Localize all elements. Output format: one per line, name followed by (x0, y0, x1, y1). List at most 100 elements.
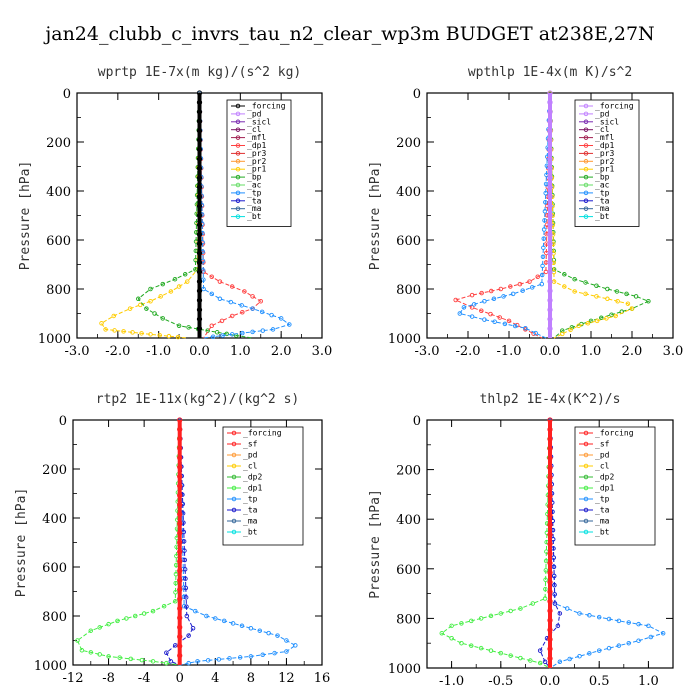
series-marker-tp (587, 651, 592, 656)
series-marker-tp (275, 633, 280, 638)
legend-marker (583, 198, 589, 204)
legend-entry: _sf (595, 440, 610, 449)
series-marker-forcing (547, 455, 553, 461)
series-marker-tp (278, 316, 284, 321)
series-marker-dp1 (528, 658, 533, 663)
series-marker-tp (520, 288, 525, 293)
series-marker-forcing (547, 474, 553, 480)
series-marker-ta (542, 659, 548, 665)
panel-4: thlp2 1E-4x(K^2)/s Pressure [hPa] -1.0 -0.5… (368, 392, 674, 689)
x-tick-label: 3.0 (663, 344, 684, 359)
panel-2: wpthlp 1E-4x(m K)/s^2 Pressure [hPa] -3.0 -… (368, 65, 683, 359)
series-marker-bp (193, 257, 198, 263)
series-marker-dp1 (469, 618, 474, 624)
series-marker-dp1 (459, 640, 464, 646)
series-marker-ta (164, 650, 169, 656)
y-tick-label: 400 (396, 185, 421, 200)
legend-marker (583, 430, 589, 436)
series-marker-tp (239, 623, 245, 629)
legend-entry: _ma (243, 517, 258, 526)
series-marker-forcing (177, 502, 183, 508)
y-tick-label: 1000 (388, 662, 421, 677)
legend-box (222, 426, 304, 546)
legend-marker (235, 127, 241, 132)
legend-entry: _forcing (243, 429, 282, 438)
series-marker-dp1 (469, 643, 474, 648)
y-tick-label: 200 (42, 463, 67, 478)
series-marker-dp1 (150, 608, 156, 614)
series-marker-pr1 (157, 332, 162, 338)
series-marker-tp (457, 311, 463, 316)
series-line-tp (549, 419, 665, 669)
series-marker-pr1 (613, 313, 618, 319)
y-axis-label: Pressure [hPa] (368, 161, 383, 271)
series-marker-bp (148, 286, 153, 292)
x-tick-label: 3.0 (312, 344, 333, 359)
series-marker-tp (201, 286, 206, 292)
series-marker-pd (547, 222, 553, 228)
series-marker-dp1 (508, 284, 513, 289)
legend-marker (235, 174, 241, 180)
series-marker-dp1 (542, 596, 548, 601)
series-marker-tp (220, 333, 225, 338)
legend-entry: _pr3 (595, 149, 614, 158)
legend-marker (231, 463, 237, 469)
series-marker-forcing (177, 436, 183, 442)
series-marker-forcing (547, 550, 553, 557)
series-marker-forcing (547, 531, 553, 538)
legend-entry: _forcing (247, 102, 286, 111)
series-marker-dp1 (97, 625, 102, 630)
series-marker-dp1 (88, 650, 94, 655)
series-line-tp (458, 92, 551, 339)
series-marker-tp (636, 638, 641, 643)
legend-marker (583, 485, 589, 491)
series-marker-pd (547, 212, 553, 219)
legend-entry: _dp1 (595, 141, 614, 150)
series-marker-tp (471, 302, 477, 307)
series-marker-tp (227, 656, 232, 661)
series-marker-tp (228, 299, 234, 305)
series-marker-forcing (547, 608, 553, 614)
series-marker-tp (248, 626, 254, 631)
legend-marker (583, 166, 589, 172)
legend-marker (235, 135, 241, 140)
legend-entry: _cl (595, 462, 610, 471)
series-marker-dp1 (459, 621, 464, 626)
series-marker-bp (160, 281, 165, 287)
legend-entry: _bp (247, 173, 262, 182)
series-marker-forcing (196, 278, 203, 285)
series-marker-tp (461, 305, 467, 310)
series-marker-forcing (547, 426, 553, 433)
series-marker-pr1 (130, 330, 135, 335)
series-marker-ta (552, 592, 557, 597)
legend-entry: _tp (595, 495, 610, 504)
series-marker-dp1 (240, 310, 245, 315)
series-marker-pd (547, 325, 553, 332)
series-marker-forcing (177, 624, 183, 630)
series-marker-tp (543, 190, 548, 196)
x-tick-label: 8 (247, 671, 255, 686)
x-tick-label: 1.0 (581, 344, 602, 359)
series-marker-dp1 (453, 297, 458, 303)
series-marker-pr1 (572, 289, 577, 294)
series-marker-tp (293, 643, 298, 648)
legend-marker (583, 127, 589, 132)
series-marker-ta (183, 585, 189, 591)
series-marker-tp (606, 616, 612, 622)
x-tick-label: 1.0 (230, 344, 251, 359)
series-marker-forcing (177, 417, 183, 423)
series-marker-bp (646, 299, 651, 304)
series-marker-forcing (177, 445, 183, 451)
series-marker-forcing (196, 146, 203, 153)
series-marker-ta (182, 548, 187, 553)
series-marker-tp (541, 236, 547, 241)
series-marker-pd (547, 203, 553, 209)
series-marker-pd (547, 146, 553, 153)
series-marker-forcing (177, 652, 183, 659)
legend-marker (235, 111, 241, 117)
series-marker-dp1 (518, 606, 523, 611)
series-marker-bp (176, 323, 182, 329)
legend-entry: _pd (595, 451, 610, 460)
series-marker-pd (547, 231, 553, 237)
series-marker-dp1 (132, 613, 138, 619)
